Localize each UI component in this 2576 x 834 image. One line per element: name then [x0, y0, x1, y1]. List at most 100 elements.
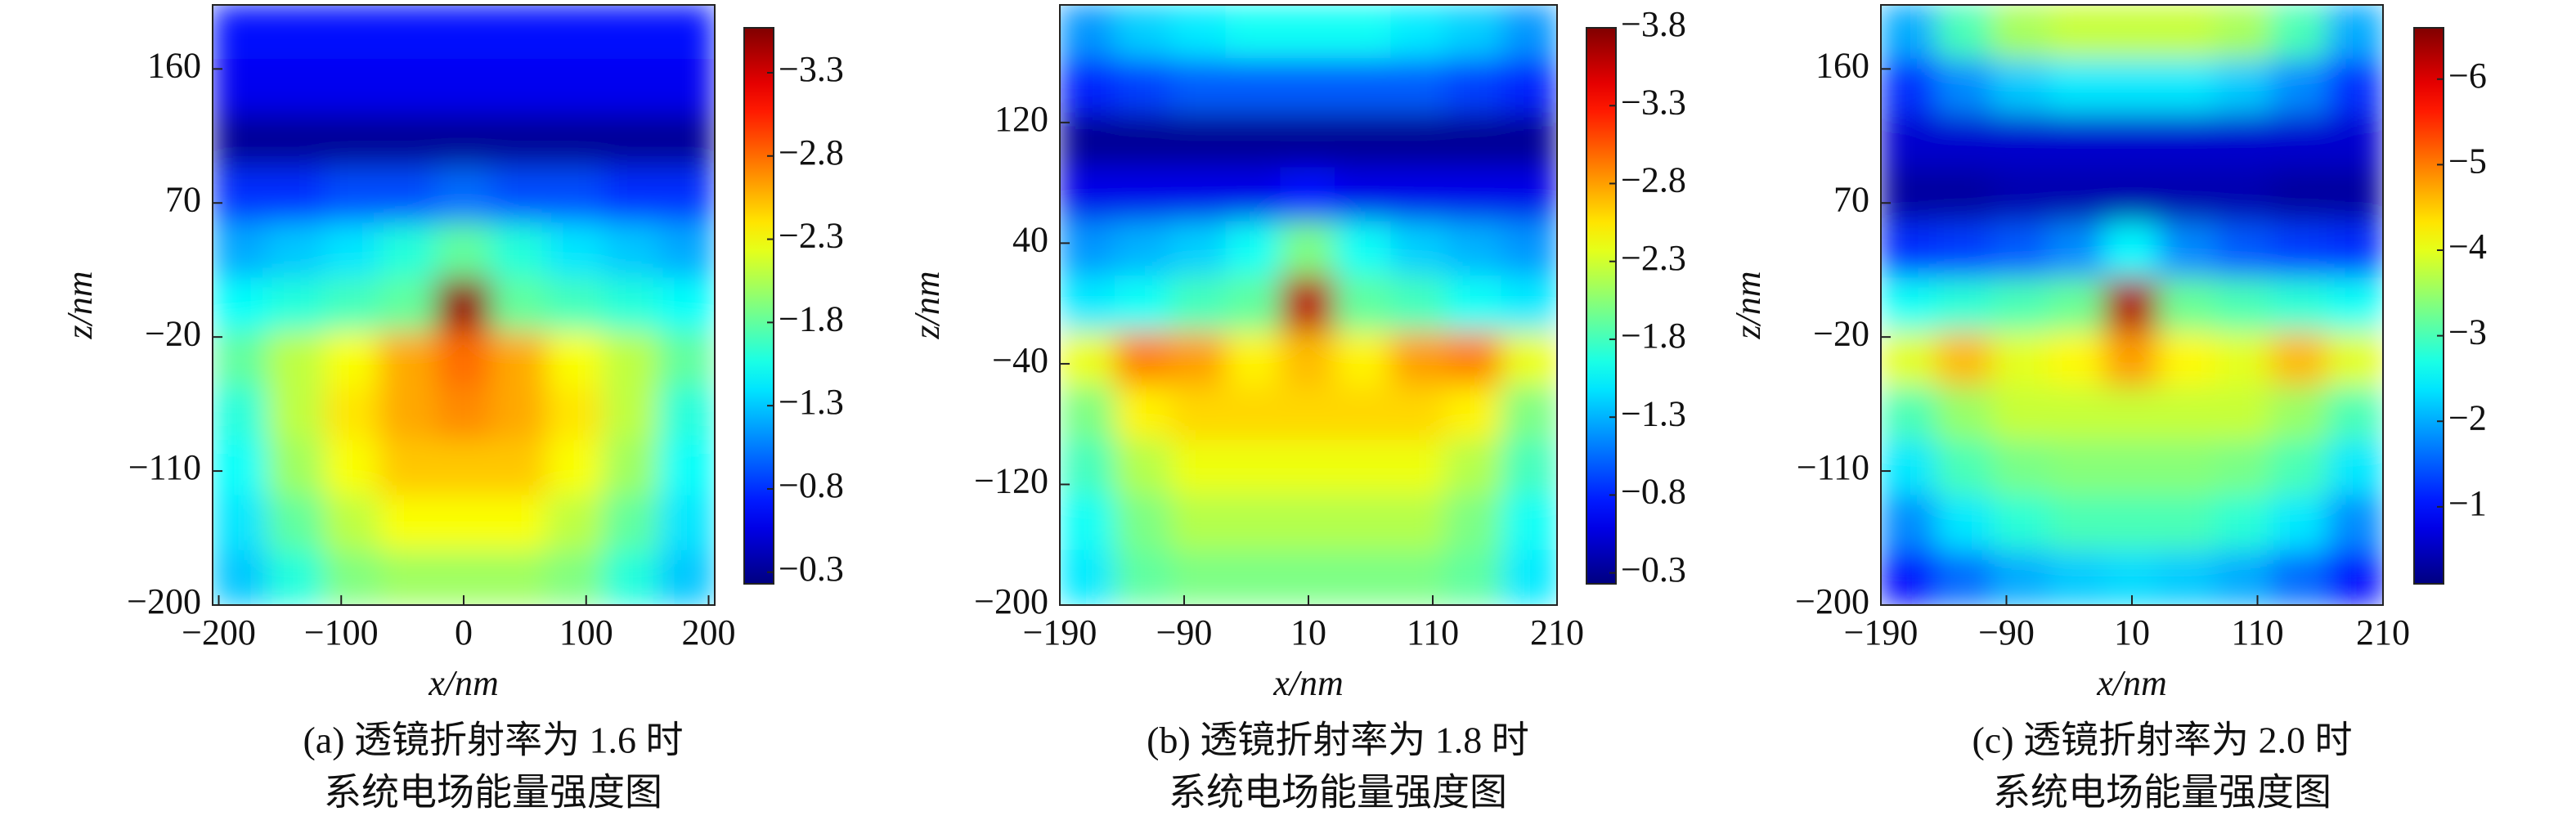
heat-cell: [267, 277, 325, 334]
heat-cell: [1445, 58, 1502, 114]
heat-cell: [1225, 58, 1282, 114]
heat-cell: [1936, 5, 1994, 61]
heat-cell: [1390, 275, 1448, 332]
heat-cell: [1115, 221, 1172, 278]
heat-cell: [2158, 277, 2216, 334]
heat-cell: [2270, 386, 2328, 443]
heat-cell: [1445, 549, 1502, 605]
heat-cell: [2215, 386, 2273, 443]
heat-cell: [1280, 494, 1337, 550]
colorbar-tick-label: −2.8: [1621, 160, 1686, 200]
heat-cell: [434, 331, 493, 388]
heat-cell: [267, 549, 325, 605]
y-axis-label: z/nm: [60, 271, 100, 339]
heat-cell: [1225, 221, 1282, 278]
heat-cell: [2270, 549, 2328, 605]
y-tick-label: −200: [127, 581, 201, 621]
heat-cell: [1445, 275, 1502, 332]
x-tick-label: −90: [1978, 612, 2035, 652]
heat-cell: [1991, 440, 2049, 496]
colorbar-tick-label: −0.8: [1621, 472, 1686, 512]
y-tick-label: −120: [974, 461, 1048, 501]
heat-cell: [323, 277, 381, 334]
heat-cell: [1335, 494, 1392, 550]
heat-cell: [2103, 440, 2161, 496]
y-tick-label: −40: [992, 340, 1048, 380]
colorbar-tick-label: −6: [2448, 56, 2487, 96]
heat-cell: [1991, 167, 2049, 224]
heat-cell: [1936, 331, 1994, 388]
heat-cell: [1169, 331, 1227, 388]
heat-cell: [1445, 5, 1502, 61]
heat-cell: [1936, 495, 1994, 552]
heat-cell: [2215, 114, 2273, 170]
heat-cell: [603, 167, 661, 224]
heat-cell: [1390, 385, 1448, 442]
heat-cell: [2048, 331, 2106, 388]
heatmap: [1881, 5, 2383, 605]
heat-cell: [1881, 277, 1937, 334]
heat-cell: [1501, 221, 1557, 278]
heat-cell: [546, 495, 604, 552]
heat-cell: [1060, 494, 1116, 550]
heat-cell: [213, 440, 270, 496]
heat-cell: [1169, 385, 1227, 442]
heat-cell: [1881, 495, 1937, 552]
heat-cell: [1169, 112, 1227, 169]
heat-cell: [603, 222, 661, 279]
heat-cell: [603, 58, 661, 115]
heat-cell: [1881, 58, 1937, 115]
heat-cell: [1225, 494, 1282, 550]
heat-cell: [1991, 386, 2049, 443]
heat-cell: [2103, 167, 2161, 224]
heat-cell: [323, 386, 381, 443]
heat-cell: [2048, 277, 2106, 334]
heat-cell: [491, 114, 549, 170]
heat-cell: [1936, 222, 1994, 279]
heat-cell: [603, 549, 661, 605]
heat-cell: [2215, 222, 2273, 279]
heat-cell: [2158, 495, 2216, 552]
heat-cell: [1280, 167, 1337, 223]
heat-cell: [491, 58, 549, 115]
heat-cell: [1991, 222, 2049, 279]
heat-cell: [1280, 439, 1337, 496]
heat-cell: [1501, 112, 1557, 169]
heat-cell: [323, 5, 381, 61]
y-axis-label: z/nm: [907, 271, 947, 339]
heatmap-cells: [1060, 5, 1557, 605]
x-tick-label: −100: [304, 612, 379, 652]
heat-cell: [2215, 5, 2273, 61]
heat-cell: [2327, 167, 2383, 224]
heat-cell: [546, 277, 604, 334]
heat-cell: [1115, 385, 1172, 442]
heat-cell: [379, 114, 437, 170]
heat-cell: [1390, 5, 1448, 61]
heat-cell: [2327, 222, 2383, 279]
heat-cell: [1501, 167, 1557, 223]
heat-cell: [1060, 58, 1116, 114]
colorbar-tick-label: −1.8: [779, 298, 844, 339]
caption: (b) 透镜折射率为 1.8 时: [1147, 720, 1529, 761]
colorbar-tick-label: −2.3: [1621, 238, 1686, 278]
heat-cell: [434, 58, 493, 115]
heat-cell: [1936, 114, 1994, 170]
heat-cell: [603, 331, 661, 388]
heatmap: [213, 5, 715, 605]
heat-cell: [491, 549, 549, 605]
heat-cell: [267, 440, 325, 496]
heat-cell: [546, 549, 604, 605]
heat-cell: [1881, 440, 1937, 496]
heat-cell: [546, 331, 604, 388]
heat-cell: [491, 222, 549, 279]
heat-cell: [2048, 549, 2106, 605]
heat-cell: [1335, 5, 1392, 61]
heatmap-cells: [1881, 5, 2383, 605]
heat-cell: [491, 495, 549, 552]
heat-cell: [1501, 385, 1557, 442]
heat-cell: [1445, 221, 1502, 278]
heat-cell: [546, 167, 604, 224]
heat-cell: [379, 58, 437, 115]
heat-cell: [1991, 549, 2049, 605]
colorbar: [743, 27, 774, 585]
